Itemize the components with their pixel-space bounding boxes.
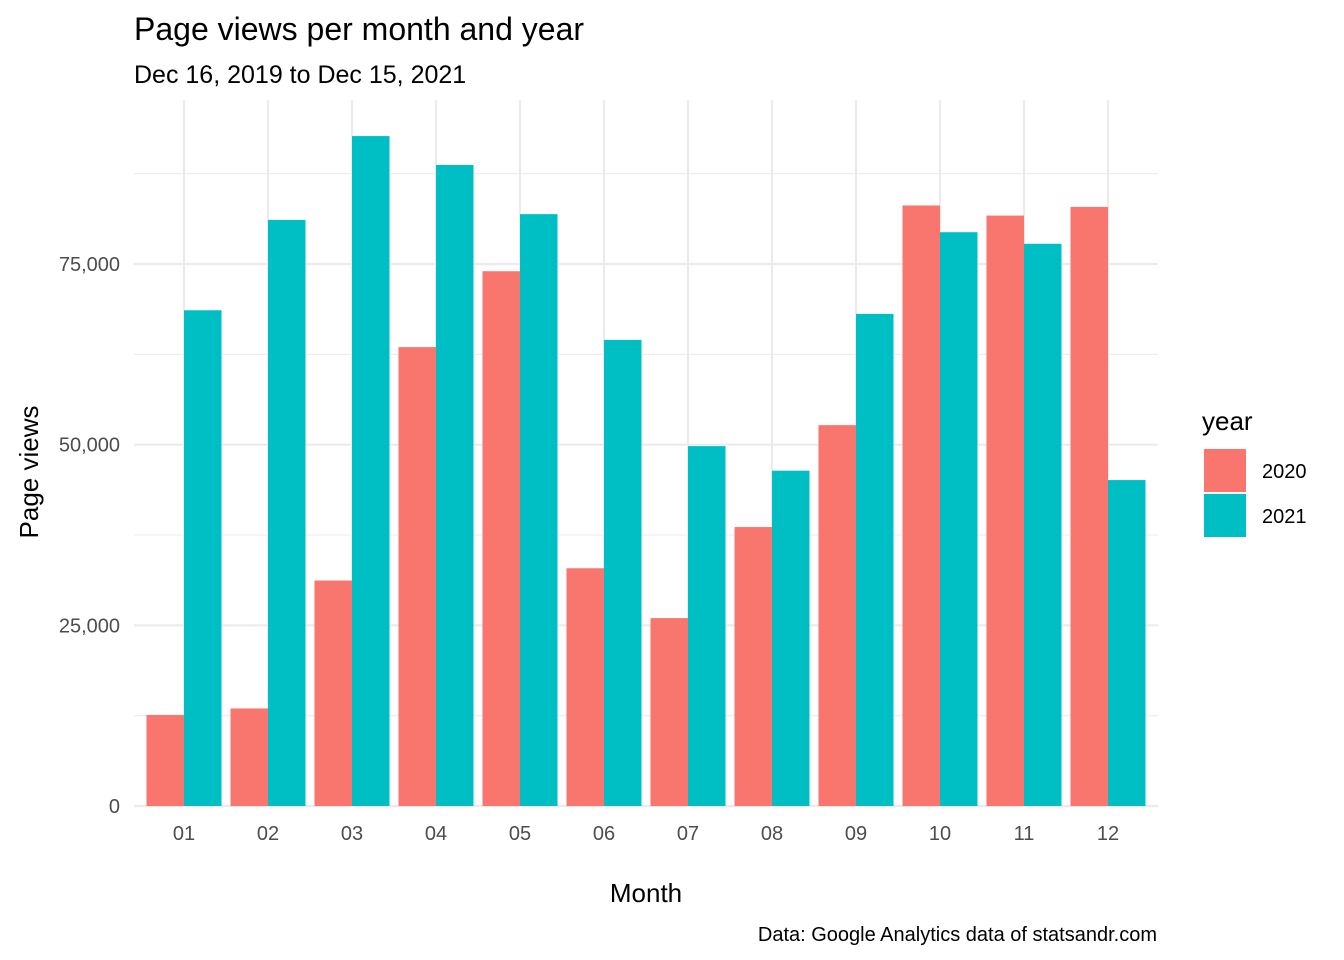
x-tick-label: 01 <box>173 823 195 845</box>
bar-2021-09 <box>856 313 894 806</box>
y-tick-label: 0 <box>109 796 120 818</box>
bar-2021-05 <box>520 214 558 807</box>
bar-2021-12 <box>1108 480 1146 806</box>
x-tick-label: 08 <box>761 823 783 845</box>
legend-label-2021: 2021 <box>1262 506 1307 528</box>
x-axis-ticks: 01 02 03 04 05 06 07 08 09 10 11 12 <box>173 823 1119 845</box>
y-tick-label: 50,000 <box>59 435 120 457</box>
bar-2020-08 <box>734 527 772 806</box>
chart-title: Page views per month and year <box>134 11 584 47</box>
y-axis-ticks: 0 25,000 50,000 75,000 <box>59 254 120 818</box>
bars <box>146 136 1146 807</box>
bar-2020-01 <box>146 714 184 806</box>
bar-2020-06 <box>566 568 604 806</box>
bar-2020-04 <box>398 347 436 806</box>
bar-2020-07 <box>650 618 688 806</box>
x-tick-label: 09 <box>845 823 867 845</box>
y-axis-title: Page views <box>14 406 44 539</box>
x-tick-label: 03 <box>341 823 363 845</box>
chart-subtitle: Dec 16, 2019 to Dec 15, 2021 <box>134 61 466 89</box>
x-axis-title: Month <box>610 878 682 908</box>
bar-2020-10 <box>902 205 940 807</box>
x-tick-label: 07 <box>677 823 699 845</box>
x-tick-label: 05 <box>509 823 531 845</box>
x-tick-label: 12 <box>1097 823 1119 845</box>
legend-key-2020 <box>1204 449 1246 492</box>
x-tick-label: 10 <box>929 823 951 845</box>
bar-2021-02 <box>268 219 306 806</box>
bar-2020-09 <box>818 425 856 806</box>
y-tick-label: 25,000 <box>59 615 120 637</box>
legend-label-2020: 2020 <box>1262 461 1307 483</box>
bar-2021-11 <box>1024 243 1062 807</box>
x-tick-label: 02 <box>257 823 279 845</box>
x-tick-label: 04 <box>425 823 447 845</box>
legend: year 2020 2021 <box>1202 406 1307 537</box>
bar-2021-07 <box>688 446 726 806</box>
bar-2021-04 <box>436 164 474 807</box>
bar-2021-08 <box>772 470 810 806</box>
bar-2020-12 <box>1070 206 1108 807</box>
bar-2020-05 <box>482 271 520 806</box>
x-tick-label: 11 <box>1014 823 1035 845</box>
legend-title: year <box>1202 406 1253 436</box>
bar-2020-11 <box>986 215 1024 807</box>
chart-caption: Data: Google Analytics data of statsandr… <box>758 924 1157 946</box>
legend-key-2021 <box>1204 494 1246 537</box>
bar-2020-03 <box>314 580 352 806</box>
bar-2021-06 <box>604 339 642 806</box>
bar-2021-01 <box>184 310 222 806</box>
bar-2020-02 <box>230 708 268 806</box>
y-tick-label: 75,000 <box>59 254 120 276</box>
bar-2021-03 <box>352 136 390 806</box>
x-tick-label: 06 <box>593 823 615 845</box>
bar-2021-10 <box>940 232 978 807</box>
